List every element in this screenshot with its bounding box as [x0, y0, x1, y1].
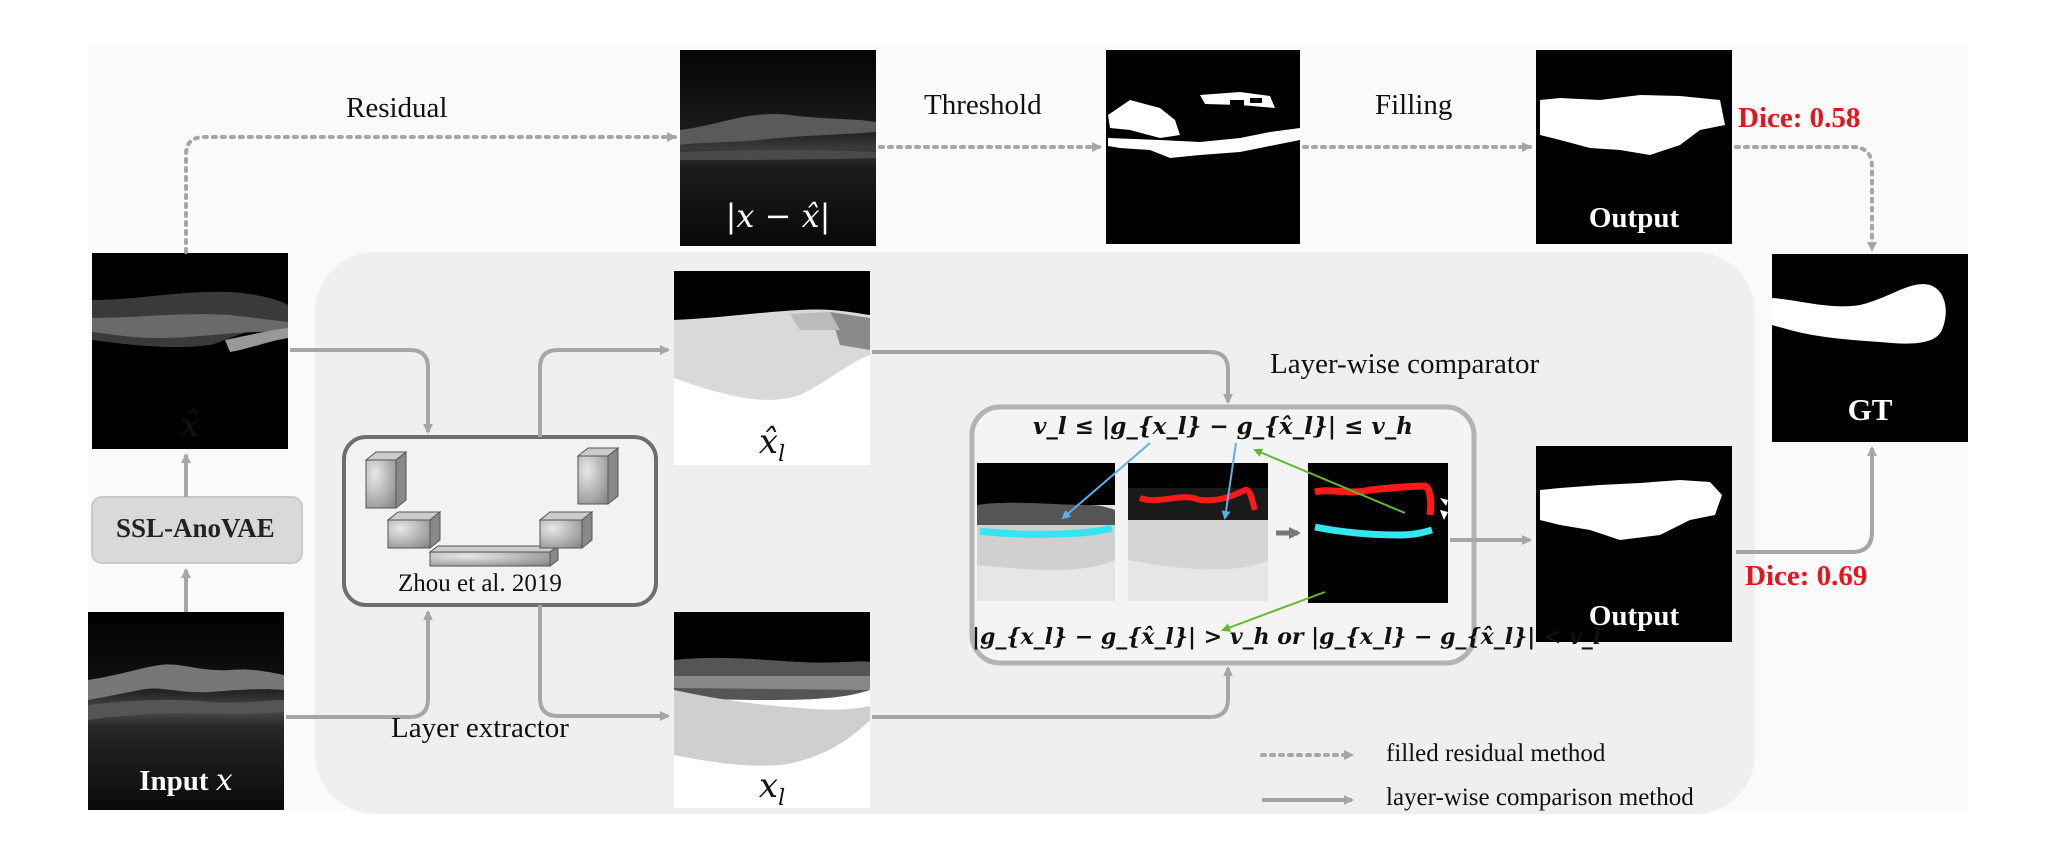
dice-top: Dice: 0.58 — [1738, 102, 1861, 134]
residual-abs-caption: |x − x̂| — [680, 197, 876, 235]
input-prefix: Input — [139, 765, 209, 797]
ssl-anovae-box — [91, 496, 303, 564]
solid-arrows — [181, 345, 1877, 721]
residual-abs-formula: |x − x̂| — [725, 197, 831, 235]
ssl-anovae-label: SSL-AnoVAE — [116, 513, 275, 543]
green-pointer-1 — [1253, 448, 1406, 514]
x-l-image — [674, 612, 870, 808]
blue-pointer-1 — [1061, 442, 1151, 520]
x-l-subscript: l — [778, 785, 786, 811]
comparator-image-3 — [1308, 463, 1448, 603]
residual-label: Residual — [346, 92, 448, 124]
condition-bottom: |g_{x_l} − g_{x̂_l}| > v_h or |g_{x_l} −… — [972, 624, 1601, 650]
gt-image — [1772, 254, 1968, 442]
legend-dotted-label: filled residual method — [1386, 740, 1606, 767]
condition-top-formula: v_l ≤ |g_{x_l} − g_{x̂_l}| ≤ v_h — [1032, 413, 1413, 440]
comparator-image-2 — [1128, 463, 1268, 601]
condition-top: v_l ≤ |g_{x_l} − g_{x̂_l}| ≤ v_h — [972, 413, 1474, 440]
x-hat-l-image — [674, 271, 870, 465]
input-x-caption: Input x — [88, 763, 284, 798]
layer-wise-comparator-label: Layer-wise comparator — [1270, 348, 1540, 380]
output-top-image — [1536, 50, 1732, 244]
input-x-symbol: x — [215, 763, 233, 798]
blue-pointer-2 — [1221, 442, 1237, 520]
x-hat-l-symbol: x̂ — [758, 422, 779, 462]
output-bottom-image — [1536, 446, 1732, 642]
x-l-caption: xl — [674, 766, 870, 811]
legend-solid-label: layer-wise comparison method — [1386, 784, 1694, 811]
x-hat-l-caption: x̂l — [674, 422, 870, 467]
output-top-caption: Output — [1588, 202, 1680, 234]
gt-caption: GT — [1847, 392, 1893, 427]
comparator-image-1 — [977, 463, 1115, 601]
dotted-arrows — [184, 132, 1877, 254]
x-hat-image — [92, 253, 288, 449]
threshold-image — [1106, 50, 1300, 244]
x-hat-l-subscript: l — [778, 441, 786, 467]
threshold-label: Threshold — [924, 89, 1042, 121]
layer-extractor-label: Layer extractor — [391, 712, 569, 744]
residual-image — [680, 50, 876, 246]
condition-bottom-formula: |g_{x_l} − g_{x̂_l}| > v_h or |g_{x_l} −… — [972, 624, 1602, 650]
output-bottom-caption: Output — [1588, 600, 1680, 632]
x-hat-caption: x̂ — [92, 405, 288, 445]
network-cubes — [364, 446, 620, 567]
filling-label: Filling — [1375, 89, 1453, 121]
x-hat-symbol: x̂ — [180, 405, 200, 445]
zhou-label: Zhou et al. 2019 — [398, 570, 562, 597]
dice-bottom: Dice: 0.69 — [1745, 560, 1868, 592]
green-pointer-2 — [1221, 591, 1326, 632]
input-x-image — [88, 612, 284, 810]
x-l-symbol: x — [758, 766, 779, 806]
